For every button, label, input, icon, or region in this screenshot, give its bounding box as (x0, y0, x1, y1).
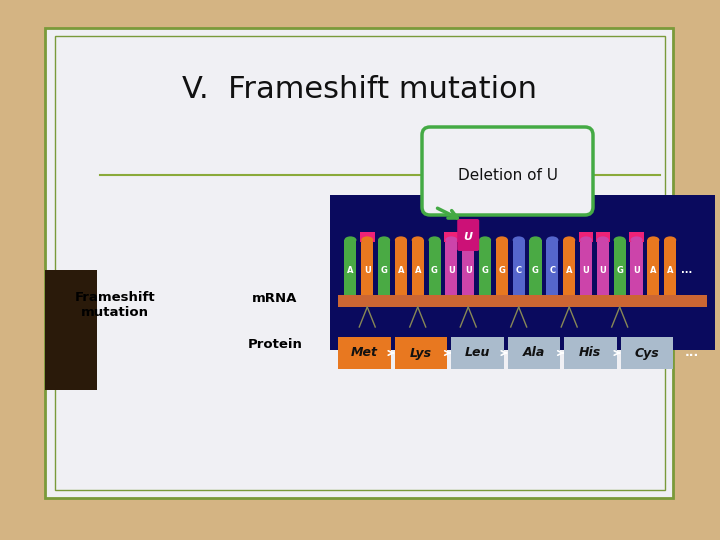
Text: mRNA: mRNA (252, 292, 297, 305)
Text: U: U (464, 232, 473, 242)
Text: G: G (532, 266, 539, 275)
Text: U: U (582, 266, 590, 275)
Text: U: U (448, 266, 455, 275)
Text: U: U (364, 266, 371, 275)
Bar (621, 337, 673, 369)
Text: V.  Frameshift mutation: V. Frameshift mutation (182, 76, 538, 105)
FancyBboxPatch shape (45, 28, 673, 498)
Text: G: G (381, 266, 387, 275)
Text: Protein: Protein (248, 339, 302, 352)
Bar (563, 240, 575, 295)
Text: U: U (633, 266, 640, 275)
Bar (451, 337, 503, 369)
Bar (338, 295, 707, 307)
Ellipse shape (631, 237, 642, 244)
Ellipse shape (597, 237, 609, 244)
Bar (580, 240, 592, 295)
Text: A: A (667, 266, 673, 275)
Text: Met: Met (351, 347, 378, 360)
Bar (629, 232, 644, 242)
Ellipse shape (664, 237, 676, 244)
Text: A: A (397, 266, 404, 275)
Bar (45, 270, 97, 390)
Text: A: A (650, 266, 657, 275)
Bar (597, 240, 609, 295)
Text: U: U (600, 266, 606, 275)
Bar (647, 240, 660, 295)
Ellipse shape (395, 237, 407, 244)
Text: C: C (549, 266, 555, 275)
Text: Frameshift
mutation: Frameshift mutation (75, 291, 156, 319)
Text: His: His (579, 347, 601, 360)
Bar (338, 337, 390, 369)
Ellipse shape (647, 237, 660, 244)
Text: ...: ... (685, 347, 699, 360)
Text: C: C (516, 266, 522, 275)
Bar (360, 232, 374, 242)
Ellipse shape (563, 237, 575, 244)
Bar (446, 240, 457, 295)
Bar (395, 337, 447, 369)
Ellipse shape (546, 237, 559, 244)
Text: A: A (347, 266, 354, 275)
Ellipse shape (446, 237, 457, 244)
Bar (513, 240, 525, 295)
Bar (378, 240, 390, 295)
Bar (479, 240, 491, 295)
Text: G: G (616, 266, 623, 275)
Bar (428, 240, 441, 295)
Bar (579, 232, 593, 242)
Ellipse shape (496, 237, 508, 244)
Ellipse shape (462, 237, 474, 244)
Ellipse shape (529, 237, 541, 244)
Text: ...: ... (681, 265, 693, 275)
Bar (444, 232, 459, 242)
Bar (330, 195, 715, 350)
Bar (613, 240, 626, 295)
Ellipse shape (344, 237, 356, 244)
Bar (461, 232, 475, 242)
Ellipse shape (361, 237, 373, 244)
Bar (529, 240, 541, 295)
Bar (412, 240, 424, 295)
Text: G: G (498, 266, 505, 275)
Bar (564, 337, 616, 369)
Bar (664, 240, 676, 295)
Bar (595, 232, 610, 242)
Text: G: G (431, 266, 438, 275)
Bar (496, 240, 508, 295)
Text: G: G (482, 266, 488, 275)
Bar (344, 240, 356, 295)
Bar (546, 240, 559, 295)
Text: Leu: Leu (464, 347, 490, 360)
FancyBboxPatch shape (422, 127, 593, 215)
Text: Deletion of U: Deletion of U (457, 167, 557, 183)
Ellipse shape (378, 237, 390, 244)
Text: Lys: Lys (410, 347, 432, 360)
Ellipse shape (513, 237, 525, 244)
Text: A: A (415, 266, 421, 275)
Bar (631, 240, 642, 295)
Ellipse shape (580, 237, 592, 244)
Bar (361, 240, 373, 295)
Bar (395, 240, 407, 295)
Ellipse shape (412, 237, 424, 244)
Text: U: U (465, 266, 472, 275)
Ellipse shape (428, 237, 441, 244)
Bar (462, 240, 474, 295)
Text: Ala: Ala (523, 347, 545, 360)
Ellipse shape (479, 237, 491, 244)
Ellipse shape (613, 237, 626, 244)
Text: Cys: Cys (634, 347, 659, 360)
FancyBboxPatch shape (457, 219, 480, 251)
Bar (508, 337, 560, 369)
Text: A: A (566, 266, 572, 275)
